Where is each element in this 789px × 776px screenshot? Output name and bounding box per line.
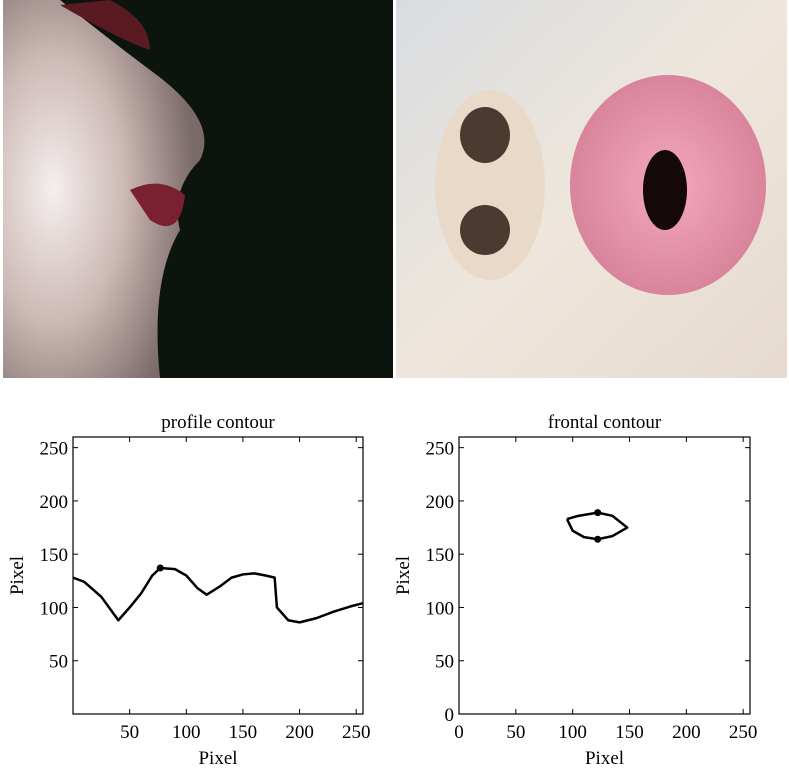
y-tick-label: 250 (426, 439, 455, 460)
y-tick-label: 50 (49, 652, 68, 673)
y-tick-label: 250 (40, 439, 69, 460)
x-tick-label: 200 (285, 722, 314, 743)
contour-line (73, 568, 363, 622)
x-tick-label: 50 (120, 722, 139, 743)
y-tick-label: 0 (445, 705, 455, 726)
x-tick-label: 100 (172, 722, 201, 743)
x-tick-label: 100 (558, 722, 587, 743)
plot-frame (459, 437, 750, 714)
chart: frontal contour Pixel Pixel 0 50 100 150 200 250… (393, 412, 757, 769)
x-tick-label: 150 (615, 722, 644, 743)
chart: profile contour Pixel Pixel 50 100 150 200 250 5… (7, 412, 370, 769)
y-tick-label: 100 (40, 598, 69, 619)
contour-point (594, 536, 601, 543)
contour-point (157, 565, 164, 572)
chart-title: frontal contour (548, 412, 662, 433)
x-tick-label: 200 (672, 722, 701, 743)
figure: profile contour Pixel Pixel 50 100 150 200 250 5… (0, 0, 789, 771)
x-tick-label: 0 (454, 722, 464, 743)
x-tick-label: 250 (729, 722, 758, 743)
x-axis-label: Pixel (585, 748, 624, 769)
y-axis-label: Pixel (7, 556, 28, 595)
contour-point (594, 509, 601, 516)
y-axis-label: Pixel (393, 556, 414, 595)
y-tick-label: 150 (426, 545, 455, 566)
chart-title: profile contour (161, 412, 275, 433)
x-tick-label: 150 (229, 722, 258, 743)
x-tick-label: 250 (342, 722, 371, 743)
profile-photo (3, 0, 393, 378)
y-tick-label: 200 (40, 492, 69, 513)
plot-frame (73, 437, 363, 714)
x-axis-label: Pixel (198, 748, 237, 769)
contour-line (567, 513, 627, 540)
y-tick-label: 200 (426, 492, 455, 513)
y-tick-label: 50 (435, 652, 454, 673)
y-tick-label: 150 (40, 545, 69, 566)
frontal-photo (396, 0, 787, 378)
y-tick-label: 100 (426, 598, 455, 619)
x-tick-label: 50 (506, 722, 525, 743)
